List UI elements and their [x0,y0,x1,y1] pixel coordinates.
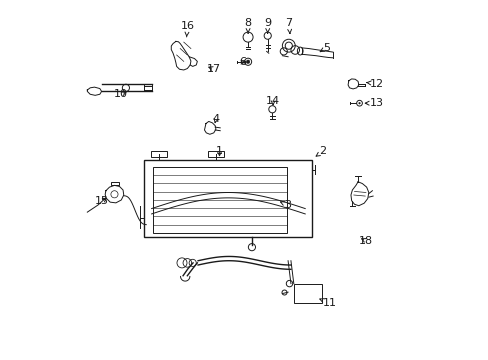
Text: 2: 2 [315,147,326,157]
Text: 8: 8 [244,18,251,33]
Text: 10: 10 [114,89,128,99]
Text: 18: 18 [358,236,372,246]
Text: 5: 5 [320,43,329,53]
Text: 7: 7 [285,18,292,33]
Circle shape [246,60,249,64]
Text: 16: 16 [180,21,194,37]
Text: 15: 15 [94,197,108,206]
Text: 17: 17 [206,64,221,74]
Text: 12: 12 [366,78,383,89]
Text: 4: 4 [212,114,219,124]
Text: 1: 1 [216,147,223,157]
Text: 3: 3 [280,200,290,210]
Text: 13: 13 [365,98,383,108]
Text: 11: 11 [319,298,337,308]
Circle shape [358,102,360,104]
Text: 9: 9 [264,18,271,33]
Text: 6: 6 [239,57,246,67]
Text: 14: 14 [265,96,280,107]
